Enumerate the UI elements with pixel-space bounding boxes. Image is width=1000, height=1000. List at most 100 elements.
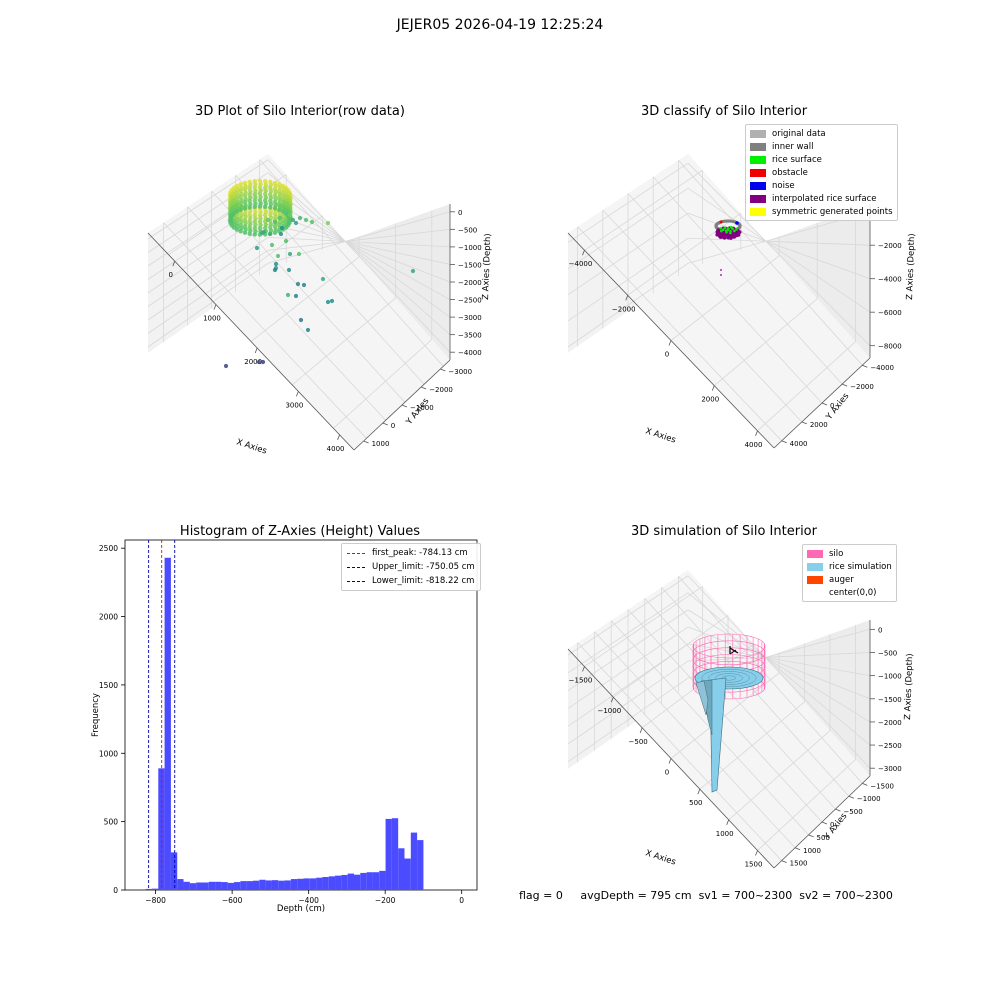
plot1-gridline — [147, 249, 269, 334]
plot1-wall-point — [257, 204, 263, 209]
plot2-legend-entry: obstacle — [750, 166, 893, 179]
plot4-y-tick — [848, 795, 855, 799]
plot2-legend-entry: noise — [750, 179, 893, 192]
plot2-gridline — [757, 341, 856, 432]
plot4-x-tick-label: −1000 — [597, 707, 621, 715]
plot2-y-tick — [801, 421, 807, 425]
plot3-legend-label: Lower_limit: -818.22 cm — [372, 576, 475, 586]
plot1-data-point — [298, 317, 304, 323]
plot1-gridline — [147, 262, 269, 348]
plot1-wall-point — [263, 204, 268, 209]
plot2-x-tick-label: −2000 — [612, 305, 636, 313]
plot2-legend-swatch — [750, 129, 766, 138]
plot4-silo-ring — [692, 640, 766, 666]
plot1-data-point — [325, 220, 331, 226]
plot4-legend-label: auger — [829, 574, 854, 585]
plot1-z-tick-label: −2000 — [458, 279, 482, 287]
plot1-z-axis-label: Z Axies (Depth) — [481, 233, 493, 300]
plot1-gridline — [209, 215, 323, 299]
plot1-x-axis-label: X Axies — [235, 437, 268, 456]
plot2-gridline — [567, 262, 689, 348]
plot2-rice-surface-point — [719, 227, 723, 230]
plot4-x-tick — [582, 666, 585, 672]
plot2-gridline — [584, 169, 703, 251]
plot1-wall-point — [287, 216, 292, 221]
plot2-legend-entry: original data — [750, 127, 893, 140]
plot3-bar — [177, 879, 184, 890]
plot2-gridline — [670, 255, 780, 341]
plot2-interpolated-point — [720, 269, 722, 271]
plot1-x-tick — [296, 391, 299, 397]
plot4-title: 3D simulation of Silo Interior — [631, 524, 817, 539]
plot4-y-tick-label: 0 — [830, 821, 834, 829]
plot3-bar — [372, 872, 380, 890]
plot3-histogram: −800 −600 −400 −200 0 0 500 1000 1500 2000 2500 D… — [91, 539, 478, 914]
plot4-y-tick-label: −1500 — [870, 782, 894, 790]
plot2-rice-surface-point — [729, 225, 733, 229]
plot1-data-point — [265, 217, 271, 223]
plot2-x-tick-label: −4000 — [569, 260, 593, 268]
plot2-gridline — [687, 237, 871, 246]
plot3-bar — [259, 879, 266, 890]
plot2-rice-surface-point — [723, 226, 727, 229]
plot1-wall-point — [238, 229, 243, 234]
plot1-gridline — [250, 256, 360, 342]
plot3-legend-entry: first_peak: -784.13 cm — [347, 546, 475, 560]
plot2-y-tick-label: 0 — [830, 402, 834, 410]
plot3-y-ticks: 0 500 1000 1500 2000 2500 — [99, 544, 125, 895]
plot1-data-point — [293, 293, 299, 299]
plot4-gridline — [687, 609, 871, 723]
plot1-x-tick-label: 4000 — [327, 445, 345, 453]
plot2-legend-entry: interpolated rice surface — [750, 192, 893, 205]
plot3-frame — [124, 539, 478, 891]
plot1-data-point — [259, 230, 265, 236]
plot3-y-tick-label: 500 — [104, 818, 119, 827]
plot4-z-tick-label: −1000 — [878, 673, 902, 681]
status-avg-depth: avgDepth = 795 cm — [580, 889, 692, 902]
plot4-gridline — [687, 626, 871, 700]
plot4-x-tick-label: 0 — [665, 769, 669, 777]
plot4-x-tick — [726, 819, 730, 825]
plot4-y-tick-label: 500 — [817, 834, 830, 842]
plot4-y-tick — [862, 782, 868, 786]
plot4-gridline — [687, 575, 871, 769]
plot1-gridline — [147, 237, 269, 321]
plot2-gridline — [567, 162, 689, 243]
plot4-gridline — [584, 586, 703, 667]
plot3-y-tick-label: 2000 — [99, 613, 118, 622]
plot1-wall-point — [272, 206, 278, 211]
plot3-bar — [385, 818, 392, 890]
plot1-data-point — [410, 268, 416, 274]
plot3-bar — [202, 882, 209, 890]
plot4-rice-funnel — [695, 680, 709, 716]
plot3-bar — [347, 873, 354, 890]
plot1-data-point — [278, 231, 284, 237]
plot3-bar — [189, 883, 197, 890]
plot4-gridline — [687, 643, 871, 677]
plot2-interpolated-point — [718, 235, 723, 239]
plot1-data-point — [254, 245, 260, 251]
plot1-wall-point — [277, 207, 282, 213]
plot4-gridline — [567, 643, 689, 727]
plot2-interpolated-point — [722, 236, 727, 240]
plot1-x-tick-label: 0 — [169, 271, 173, 279]
plot3-bar — [151, 888, 159, 890]
plot4-rice-funnel — [709, 677, 727, 793]
plot1-x-tick-label: 3000 — [285, 401, 303, 409]
plot1-z-tick-label: −3500 — [458, 332, 482, 340]
plot3-bar — [183, 881, 190, 890]
plot1-data-point — [305, 327, 311, 333]
status-sv2: sv2 = 700~2300 — [799, 889, 893, 902]
plot1-data-point — [272, 267, 278, 273]
plot4-legend-label: rice simulation — [829, 561, 892, 572]
plot4-simulation — [692, 633, 766, 793]
plot2-inner-wall-point — [738, 223, 742, 227]
plot4-gridline — [757, 759, 856, 851]
plot1-gridline — [267, 198, 451, 300]
status-sv1: sv1 = 700~2300 — [698, 889, 793, 902]
plot4-x-axis-label: X Axies — [644, 848, 677, 867]
plot4-legend-entry: rice simulation — [807, 560, 892, 573]
plot1-y-tick — [382, 422, 388, 426]
plot3-legend-label: Upper_limit: -750.05 cm — [372, 562, 475, 572]
